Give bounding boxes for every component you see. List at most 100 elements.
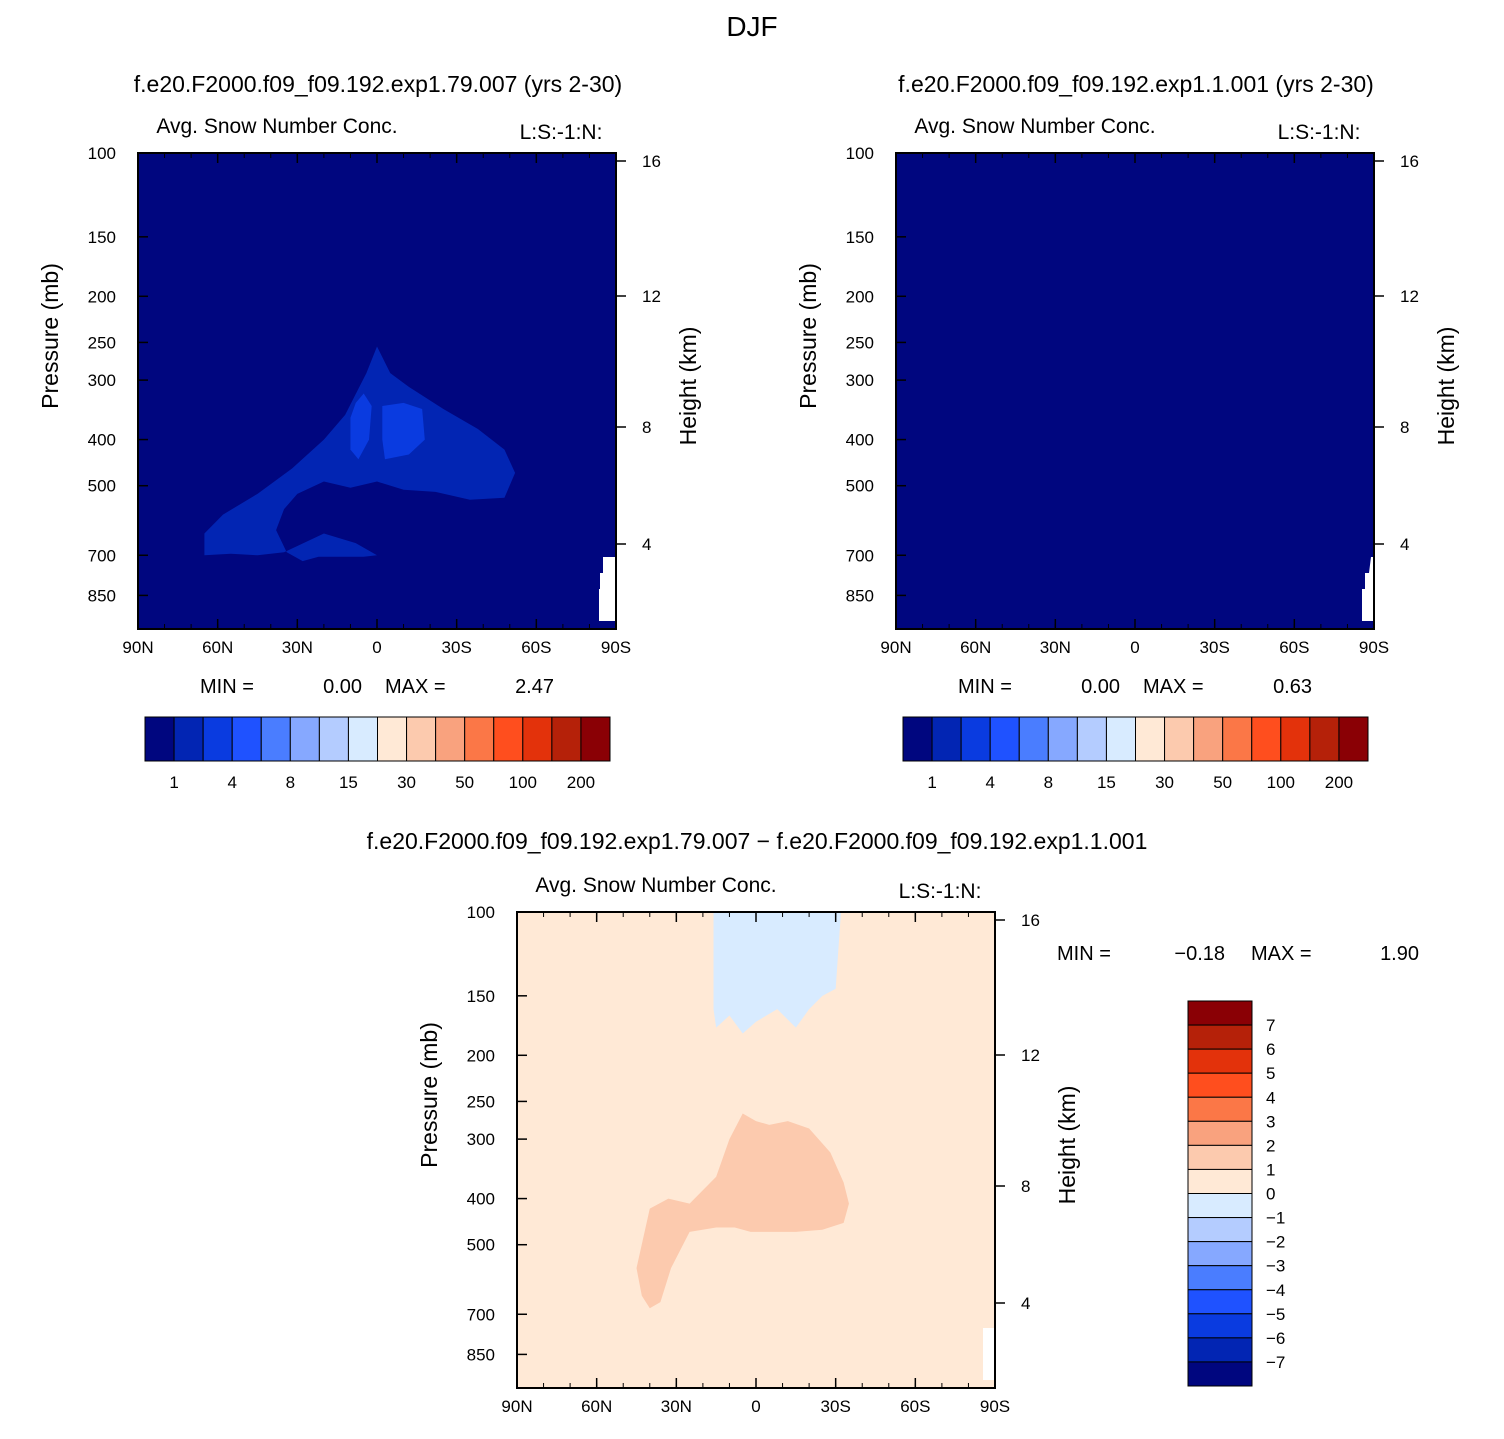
y-tick-label: 150 (846, 228, 874, 247)
colorbar-label: 1 (169, 773, 178, 792)
colorbar-box (1222, 716, 1253, 762)
colorbar-box (580, 716, 611, 762)
variable-label: Avg. Snow Number Conc. (156, 115, 397, 138)
colorbar-box (1187, 1144, 1253, 1170)
colorbar-box (464, 716, 495, 762)
colorbar-box (406, 716, 437, 762)
y-tick-label: 500 (846, 477, 874, 496)
x-tick-label: 30S (821, 1397, 851, 1416)
y2-tick-label: 8 (1021, 1177, 1030, 1196)
colorbar-box (1187, 1168, 1253, 1194)
y-tick-label: 250 (88, 333, 116, 352)
y2-tick-label: 4 (1400, 535, 1409, 554)
colorbar-label: 1 (927, 773, 936, 792)
panel-title: f.e20.F2000.f09_f09.192.exp1.79.007 − f.… (367, 828, 1148, 854)
min-value: 0.00 (1081, 676, 1120, 698)
missing-data-region (983, 1328, 995, 1380)
colorbar-label: 15 (1097, 773, 1116, 792)
y2-tick-label: 8 (1400, 418, 1409, 437)
colorbar-box (231, 716, 262, 762)
colorbar-box (1187, 1120, 1253, 1146)
y2-tick-label: 12 (642, 287, 661, 306)
colorbar-box (960, 716, 991, 762)
x-tick-label: 60S (900, 1397, 930, 1416)
panel-title: f.e20.F2000.f09_f09.192.exp1.79.007 (yrs… (134, 71, 622, 97)
y-tick-label: 150 (88, 228, 116, 247)
x-tick-label: 90N (501, 1397, 532, 1416)
colorbar-label: −3 (1266, 1257, 1285, 1276)
min-value: −0.18 (1174, 943, 1225, 965)
y-tick-label: 250 (467, 1092, 495, 1111)
y2-axis-label: Height (km) (1433, 327, 1459, 446)
colorbar-label: 8 (286, 773, 295, 792)
x-tick-label: 90S (980, 1397, 1010, 1416)
colorbar-label: −2 (1266, 1233, 1285, 1252)
colorbar-box (1187, 1241, 1253, 1267)
x-tick-label: 60N (202, 638, 233, 657)
y2-tick-label: 16 (1021, 911, 1040, 930)
y-tick-label: 700 (467, 1305, 495, 1324)
x-tick-label: 60S (521, 638, 551, 657)
colorbar-box (1187, 1217, 1253, 1243)
y-tick-label: 700 (846, 546, 874, 565)
colorbar-label: 1 (1266, 1160, 1275, 1179)
colorbar-label: 4 (1266, 1088, 1275, 1107)
colorbar-box (1251, 716, 1282, 762)
colorbar-box (1187, 1000, 1253, 1026)
colorbar-box (347, 716, 378, 762)
colorbar-label: 200 (1325, 773, 1353, 792)
colorbar-box (551, 716, 582, 762)
colorbar-label: 3 (1266, 1112, 1275, 1131)
colorbar-box (1309, 716, 1340, 762)
colorbar-box (1187, 1337, 1253, 1363)
colorbar-label: −5 (1266, 1305, 1285, 1324)
x-tick-label: 30N (1040, 638, 1071, 657)
colorbar-box (1018, 716, 1049, 762)
y-tick-label: 850 (467, 1345, 495, 1364)
y-tick-label: 700 (88, 546, 116, 565)
colorbar-label: 30 (1155, 773, 1174, 792)
x-tick-label: 30N (282, 638, 313, 657)
colorbar-box (1187, 1313, 1253, 1339)
x-tick-label: 90S (601, 638, 631, 657)
colorbar-box (1187, 1361, 1253, 1387)
y-axis-label: Pressure (mb) (795, 263, 821, 409)
colorbar-box (1187, 1048, 1253, 1074)
x-tick-label: 90N (880, 638, 911, 657)
y2-axis-label: Height (km) (675, 327, 701, 446)
colorbar-label: 100 (1267, 773, 1295, 792)
y-tick-label: 850 (846, 586, 874, 605)
colorbar-label: −4 (1266, 1281, 1285, 1300)
y2-tick-label: 12 (1021, 1046, 1040, 1065)
y-tick-label: 300 (467, 1130, 495, 1149)
max-label: MAX = (385, 676, 446, 698)
colorbar-label: 7 (1266, 1016, 1275, 1035)
colorbar-box (902, 716, 933, 762)
variable-tag: L:S:-1:N: (899, 880, 982, 903)
y2-tick-label: 4 (642, 535, 651, 554)
y-tick-label: 200 (88, 287, 116, 306)
colorbar-box (260, 716, 291, 762)
colorbar-label: 2 (1266, 1136, 1275, 1155)
x-tick-label: 30S (1200, 638, 1230, 657)
colorbar-box (318, 716, 349, 762)
y-tick-label: 400 (467, 1190, 495, 1209)
colorbar-box (493, 716, 524, 762)
max-value: 2.47 (515, 676, 554, 698)
min-label: MIN = (958, 676, 1012, 698)
colorbar-box (289, 716, 320, 762)
contour-negative (713, 912, 841, 1034)
max-label: MAX = (1143, 676, 1204, 698)
colorbar-box (931, 716, 962, 762)
colorbar-label: −1 (1266, 1209, 1285, 1228)
colorbar-label: −7 (1266, 1353, 1285, 1372)
colorbar-box (989, 716, 1020, 762)
missing-data-region (1362, 557, 1374, 621)
field-background (896, 153, 1374, 629)
variable-label: Avg. Snow Number Conc. (914, 115, 1155, 138)
max-value: 1.90 (1380, 943, 1419, 965)
y2-tick-label: 12 (1400, 287, 1419, 306)
max-label: MAX = (1251, 943, 1312, 965)
min-label: MIN = (200, 676, 254, 698)
